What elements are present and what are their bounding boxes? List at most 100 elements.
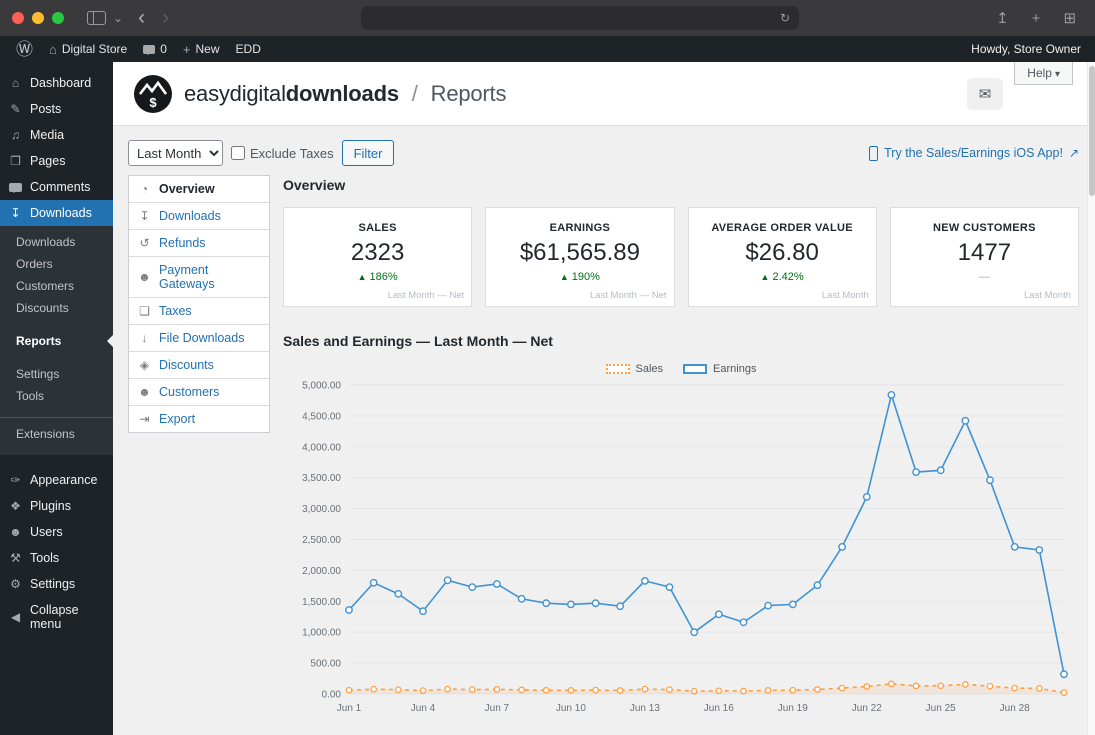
chevron-down-icon[interactable]: ⌄ — [113, 11, 124, 25]
feedback-button[interactable]: ✉ — [967, 77, 1003, 110]
media-icon: ♫ — [11, 128, 20, 142]
tile-range-label: Last Month — [1024, 290, 1071, 301]
close-window-button[interactable] — [12, 12, 24, 24]
sales-swatch-icon — [605, 364, 630, 374]
sidebar-item-label: Collapse menu — [30, 603, 79, 631]
address-bar[interactable]: ↻ — [361, 6, 800, 30]
site-menu[interactable]: ⌂ Digital Store — [41, 36, 135, 62]
sidebar-item-downloads[interactable]: ↧ Downloads — [0, 200, 113, 226]
pages-icon: ❐ — [10, 154, 21, 168]
sidebar-toggle-icon[interactable] — [87, 11, 106, 25]
tab-label: Overview — [159, 182, 215, 196]
submenu-item-extensions[interactable]: Extensions — [0, 417, 113, 445]
tab-downloads[interactable]: ↧ Downloads — [129, 202, 269, 229]
sidebar-item-settings[interactable]: ⚙ Settings — [0, 571, 113, 597]
new-content-menu[interactable]: + New — [175, 36, 228, 62]
sidebar-item-media[interactable]: ♫ Media — [0, 122, 113, 148]
submenu-item-customers[interactable]: Customers — [16, 279, 75, 293]
submenu-item-discounts[interactable]: Discounts — [16, 301, 69, 315]
sidebar-item-label: Comments — [30, 180, 91, 194]
edd-menu[interactable]: EDD — [235, 42, 261, 56]
comments-menu[interactable]: 0 — [135, 36, 175, 62]
filter-button[interactable]: Filter — [341, 140, 395, 166]
tile-value: 2323 — [350, 239, 405, 266]
legend-item-earnings[interactable]: Earnings — [683, 363, 756, 375]
ios-app-link[interactable]: Try the Sales/Earnings iOS App! ↗ — [869, 145, 1079, 161]
tab-overview[interactable]: ◔ Overview — [129, 176, 269, 202]
wp-admin-menu: ⌂ Dashboard ✎ Posts ♫ Media ❐ Pages Comments ↧ Dow… — [0, 62, 113, 735]
svg-text:2,500.00: 2,500.00 — [302, 535, 341, 546]
tab-discounts[interactable]: ◈ Discounts — [129, 351, 269, 378]
dashboard-icon: ⌂ — [11, 76, 20, 90]
howdy-menu[interactable]: Howdy, Store Owner — [971, 42, 1081, 56]
scrollbar[interactable] — [1087, 62, 1095, 735]
brand-downloads: downloads — [285, 80, 399, 106]
tab-export[interactable]: ⇥ Export — [129, 405, 269, 432]
tile-label: SALES — [358, 222, 397, 234]
tile-label: NEW CUSTOMERS — [933, 222, 1036, 234]
tab-refunds[interactable]: ↺ Refunds — [129, 229, 269, 256]
tab-label: Downloads — [159, 209, 221, 223]
svg-text:1,000.00: 1,000.00 — [302, 628, 341, 639]
sidebar-item-comments[interactable]: Comments — [0, 174, 113, 200]
tab-payment-gateways[interactable]: ☻ Payment Gateways — [129, 256, 269, 297]
scrollbar-thumb[interactable] — [1089, 66, 1095, 196]
downloads-icon: ↧ — [139, 209, 150, 223]
submenu-item-downloads[interactable]: Downloads — [16, 235, 76, 249]
forward-button[interactable]: › — [162, 6, 170, 29]
sidebar-item-posts[interactable]: ✎ Posts — [0, 96, 113, 122]
legend-item-sales[interactable]: Sales — [605, 363, 663, 375]
sidebar-item-dashboard[interactable]: ⌂ Dashboard — [0, 70, 113, 96]
sidebar-item-plugins[interactable]: ❖ Plugins — [0, 493, 113, 519]
report-tabs: ◔ Overview ↧ Downloads ↺ Refunds ☻ Payment Gate… — [128, 175, 270, 433]
minimize-window-button[interactable] — [32, 12, 44, 24]
edd-logo-icon: $ — [134, 74, 172, 113]
comments-icon — [143, 44, 156, 55]
exclude-taxes-checkbox[interactable] — [231, 146, 245, 160]
file-downloads-icon: ↓ — [141, 331, 148, 345]
sidebar-item-label: Users — [30, 525, 63, 539]
tab-label: Customers — [159, 385, 220, 399]
tab-label: Refunds — [159, 236, 206, 250]
help-tab[interactable]: Help ▾ — [1014, 62, 1073, 85]
overview-heading: Overview — [283, 177, 346, 193]
submenu-item-tools[interactable]: Tools — [16, 389, 45, 403]
plus-icon: + — [182, 41, 191, 57]
svg-text:$: $ — [149, 95, 157, 110]
payment-gateways-icon: ☻ — [138, 270, 151, 284]
tab-file-downloads[interactable]: ↓ File Downloads — [129, 324, 269, 351]
back-button[interactable]: ‹ — [138, 6, 146, 29]
help-label: Help — [1027, 66, 1052, 80]
svg-text:4,000.00: 4,000.00 — [302, 442, 341, 453]
reports-page: Last Month Exclude Taxes Filter Try the … — [113, 126, 1095, 735]
period-select[interactable]: Last Month — [128, 140, 223, 166]
svg-text:Jun 25: Jun 25 — [926, 703, 956, 714]
sales-earnings-chart: 0.00 500.00 1,000.00 1,500.00 2,000.00 2,500.… — [283, 375, 1079, 735]
new-tab-icon[interactable]: + — [1031, 9, 1041, 27]
submenu-item-orders[interactable]: Orders — [16, 257, 53, 271]
tile-delta: ▲ 186% — [357, 271, 398, 283]
sidebar-item-label: Downloads — [30, 206, 92, 220]
wp-logo-menu[interactable]: Ⓦ — [8, 36, 41, 62]
tab-overview-icon[interactable]: ⊞ — [1063, 10, 1077, 27]
reload-icon[interactable]: ↻ — [780, 11, 791, 25]
sidebar-item-appearance[interactable]: ✑ Appearance — [0, 467, 113, 493]
svg-text:5,000.00: 5,000.00 — [302, 381, 341, 392]
tile-delta: ▲ 2.42% — [760, 271, 804, 283]
sidebar-item-label: Appearance — [30, 473, 98, 487]
plugins-icon: ❖ — [10, 499, 21, 513]
sidebar-item-tools[interactable]: ⚒ Tools — [0, 545, 113, 571]
exclude-taxes-label[interactable]: Exclude Taxes — [231, 146, 334, 161]
zoom-window-button[interactable] — [52, 12, 64, 24]
tools-icon: ⚒ — [10, 551, 21, 565]
sidebar-item-users[interactable]: ☻ Users — [0, 519, 113, 545]
sidebar-item-pages[interactable]: ❐ Pages — [0, 148, 113, 174]
sidebar-item-collapse-menu[interactable]: ◀ Collapse menu — [0, 597, 113, 637]
submenu-item-settings[interactable]: Settings — [16, 367, 60, 381]
submenu-item-reports[interactable]: Reports — [0, 330, 113, 352]
share-icon[interactable]: ↥ — [996, 10, 1009, 27]
tab-taxes[interactable]: ❏ Taxes — [129, 297, 269, 324]
earnings-swatch-icon — [683, 364, 708, 374]
tab-customers[interactable]: ☻ Customers — [129, 378, 269, 405]
downloads-icon: ↧ — [10, 206, 21, 220]
